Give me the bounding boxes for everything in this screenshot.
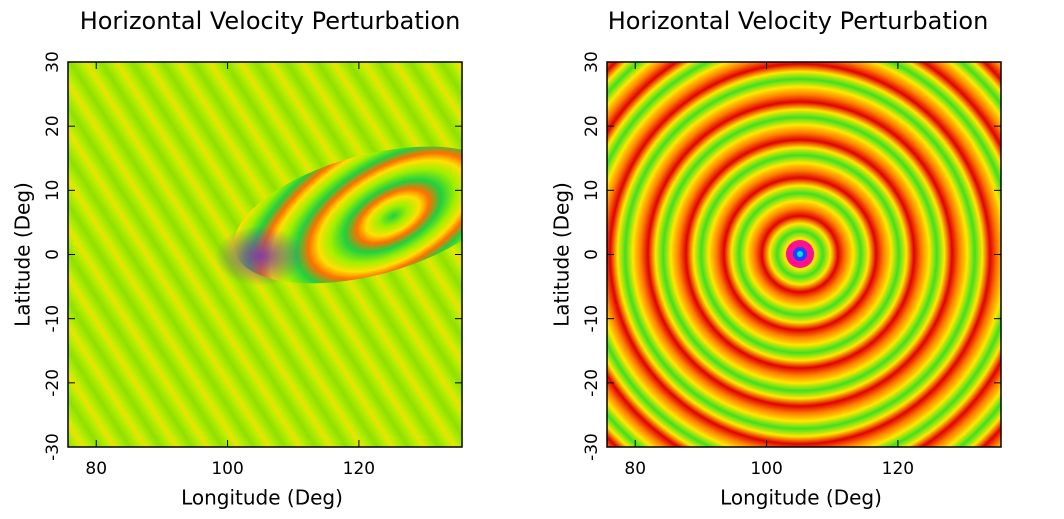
y-tick-label: 20 xyxy=(582,115,602,137)
x-tick-label: 80 xyxy=(85,459,107,479)
x-tick-label: 100 xyxy=(750,459,782,479)
y-tick-label: 20 xyxy=(43,115,63,137)
y-tick-label: 0 xyxy=(582,249,602,260)
heatmap-image xyxy=(68,62,462,447)
y-tick-label: 10 xyxy=(43,180,63,202)
x-tick-label: 80 xyxy=(624,459,646,479)
y-axis-label: Latitude (Deg) xyxy=(550,182,574,327)
x-tick-label: 120 xyxy=(343,459,375,479)
x-tick-label: 120 xyxy=(882,459,914,479)
y-tick-label: 0 xyxy=(43,249,63,260)
y-tick-label: -10 xyxy=(582,305,602,333)
field-source xyxy=(215,226,305,286)
x-axis-label: Longitude (Deg) xyxy=(720,486,882,510)
y-tick-label: 10 xyxy=(582,180,602,202)
y-tick-label: -20 xyxy=(43,369,63,397)
heatmap-image xyxy=(607,62,1001,447)
chart-title: Horizontal Velocity Perturbation xyxy=(80,7,461,35)
x-axis-label: Longitude (Deg) xyxy=(181,486,343,510)
x-tick-label: 100 xyxy=(211,459,243,479)
y-tick-label: -20 xyxy=(582,369,602,397)
y-tick-label: -30 xyxy=(582,433,602,461)
y-tick-label: -10 xyxy=(43,305,63,333)
y-tick-label: 30 xyxy=(43,51,63,73)
y-axis-label: Latitude (Deg) xyxy=(11,182,35,327)
field-core xyxy=(797,251,803,257)
chart-title: Horizontal Velocity Perturbation xyxy=(608,7,989,35)
y-tick-label: -30 xyxy=(43,433,63,461)
y-tick-label: 30 xyxy=(582,51,602,73)
